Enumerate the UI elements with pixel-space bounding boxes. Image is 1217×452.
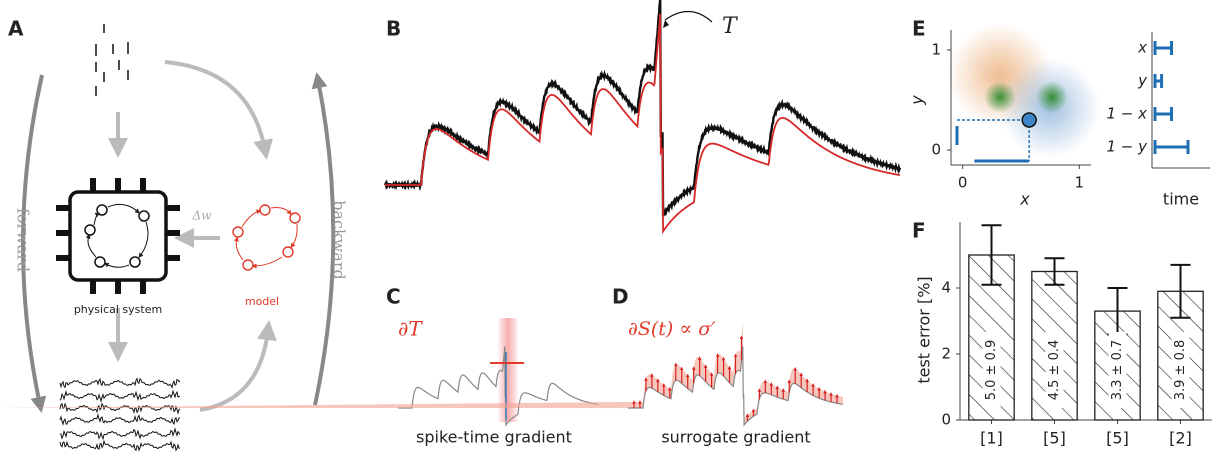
caption: surrogate gradient <box>661 428 810 447</box>
value-label-bg <box>1108 332 1127 408</box>
annotation-arrow <box>664 10 713 23</box>
cluster <box>1036 81 1068 113</box>
panel-letter: D <box>612 285 629 309</box>
panel-f: F 0 2 4 test error [%] [1] 5.0 ± 0.9 [5] 4.5 ± … <box>912 219 1212 448</box>
caption: spike-time gradient <box>416 428 572 447</box>
arrow <box>164 60 273 160</box>
timeline-label: 1 − y <box>1106 138 1148 156</box>
backward-label: backward <box>330 200 349 280</box>
y-tick-label: 0 <box>931 141 941 159</box>
trace <box>59 427 181 441</box>
y-axis-label: test error [%] <box>915 276 934 383</box>
x-tick-label: [5] <box>1043 429 1066 448</box>
measured-trace <box>383 0 902 217</box>
y-tick-label: 1 <box>931 41 941 59</box>
arrow <box>199 320 277 412</box>
y-axis-label: y <box>908 95 927 106</box>
value-label: 3.9 ± 0.8 <box>1173 340 1188 401</box>
timeline-label: x <box>1137 39 1147 57</box>
trace <box>59 413 180 426</box>
y-tick-label: 4 <box>941 279 951 297</box>
annotation: ∂T <box>398 317 423 341</box>
output-traces <box>59 377 181 452</box>
panel-c: C ∂T spike-time gradient <box>386 285 599 447</box>
value-label-bg <box>982 332 1001 408</box>
trace <box>59 439 181 452</box>
panel-letter: E <box>912 17 926 41</box>
system-label: physical system <box>74 303 162 316</box>
trace <box>398 346 599 427</box>
trace <box>59 402 181 415</box>
y-tick-label: 2 <box>941 345 951 363</box>
timeline-label: y <box>1137 72 1148 90</box>
model-label: model <box>245 295 279 308</box>
model-trace <box>385 13 901 235</box>
x-tick-label: 0 <box>958 174 968 192</box>
panel-letter: A <box>8 17 24 41</box>
value-label: 4.5 ± 0.4 <box>1047 340 1062 401</box>
x-tick-label: [2] <box>1169 429 1192 448</box>
panel-b: B T <box>383 0 902 235</box>
annotation: T <box>722 14 739 39</box>
x-tick-label: 1 <box>1075 174 1085 192</box>
y-tick-label: 0 <box>941 411 951 429</box>
x-axis-label: x <box>1019 190 1030 209</box>
panel-letter: C <box>386 285 401 309</box>
sample-point <box>1021 112 1037 128</box>
time-label: time <box>1163 190 1199 209</box>
surrogate-band <box>0 320 843 425</box>
panel-d: D ∂S(t) ∝ σ′ surrogate gradient <box>0 285 844 447</box>
arrow-head <box>663 20 669 28</box>
forward-label: forward <box>14 208 33 272</box>
model-network <box>232 204 301 271</box>
trace <box>59 377 181 389</box>
x-tick-label: [5] <box>1106 429 1129 448</box>
panel-a: A forward backward <box>8 17 349 452</box>
value-label: 3.3 ± 0.7 <box>1110 340 1125 401</box>
x-tick-label: [1] <box>980 429 1003 448</box>
value-label: 5.0 ± 0.9 <box>984 340 999 401</box>
panel-letter: B <box>386 17 401 41</box>
annotation: ∂S(t) ∝ σ′ <box>628 318 716 340</box>
gradient-band <box>497 318 519 422</box>
spike-raster <box>95 24 129 96</box>
cluster <box>984 81 1016 113</box>
panel-letter: F <box>912 219 926 243</box>
timeline-label: 1 − x <box>1106 105 1147 123</box>
trace <box>59 389 181 403</box>
backward-arc <box>311 72 336 406</box>
value-label-bg <box>1045 332 1064 408</box>
forward-arc <box>20 74 47 413</box>
chip <box>56 178 180 294</box>
delta-label: Δw <box>192 209 213 223</box>
value-label-bg <box>1171 332 1190 408</box>
